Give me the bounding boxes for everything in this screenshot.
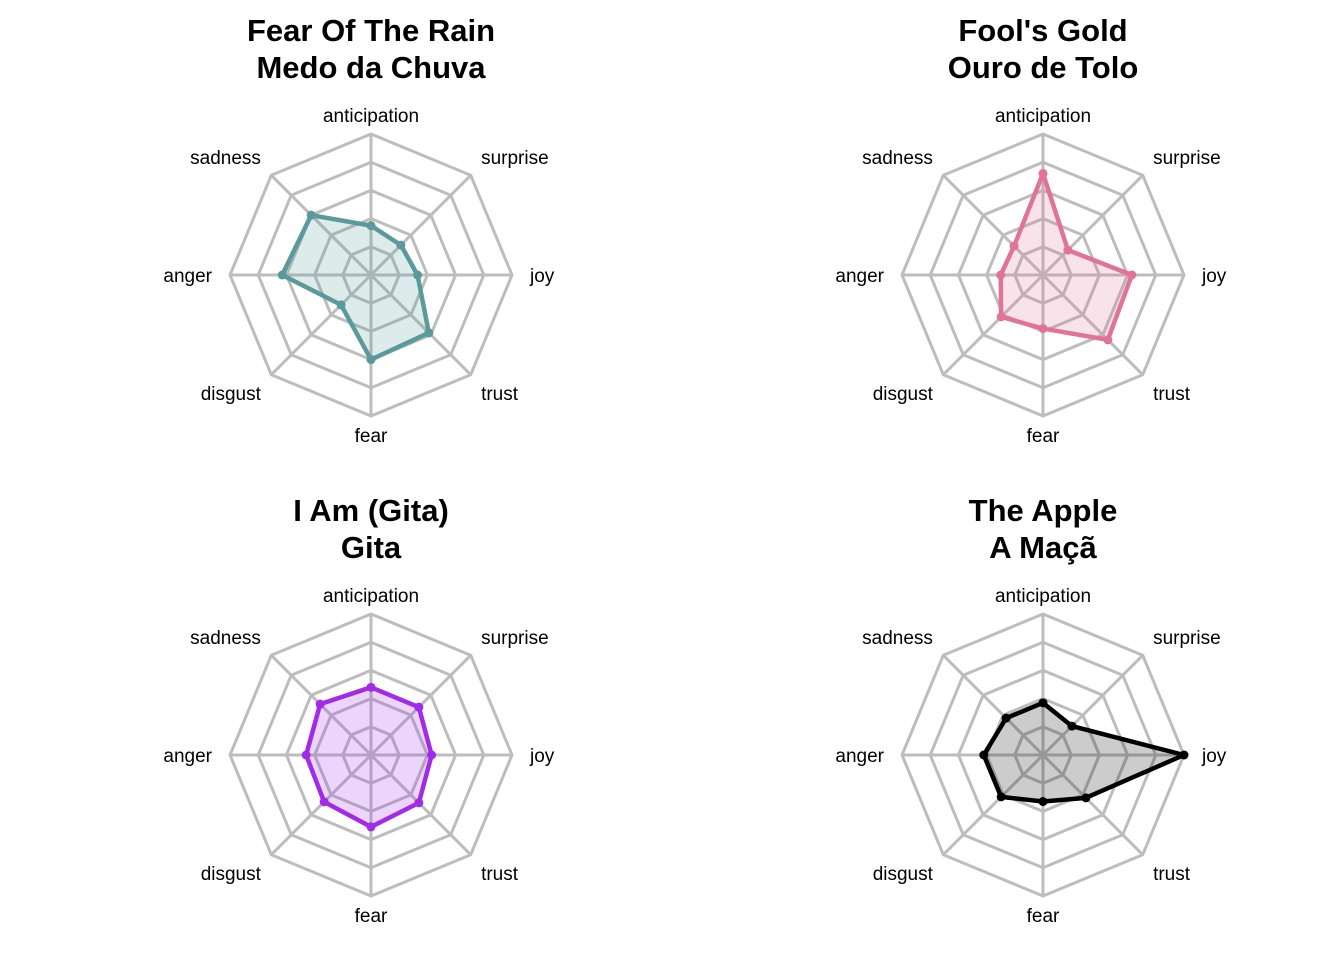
chart-title-line1: Fool's Gold (958, 13, 1127, 48)
data-point-disgust (319, 797, 329, 807)
grid-spoke-surprise (1041, 174, 1144, 277)
axis-label-fear: fear (355, 906, 388, 927)
data-point-surprise (414, 702, 424, 712)
data-point-anticipation (366, 682, 376, 692)
data-point-surprise (1063, 245, 1073, 255)
axis-label-surprise: surprise (1153, 628, 1221, 649)
chart-title-line2: Gita (341, 530, 402, 565)
data-point-joy (413, 270, 423, 280)
data-point-fear (1038, 324, 1048, 334)
chart-title-line1: I Am (Gita) (293, 493, 449, 528)
axis-label-fear: fear (1027, 426, 1060, 447)
data-point-fear (366, 822, 376, 832)
data-point-anticipation (366, 221, 376, 231)
data-point-anticipation (1038, 698, 1048, 708)
data-point-sadness (306, 210, 316, 220)
data-point-surprise (1067, 721, 1077, 731)
axis-label-surprise: surprise (481, 628, 549, 649)
chart-title-line2: Medo da Chuva (256, 50, 486, 85)
axis-label-disgust: disgust (873, 864, 934, 885)
data-point-joy (1179, 750, 1189, 760)
chart-title-line1: Fear Of The Rain (247, 13, 495, 48)
axis-label-trust: trust (481, 384, 519, 405)
axis-label-joy: joy (1201, 266, 1227, 287)
data-point-anger (301, 750, 311, 760)
axis-label-joy: joy (1201, 746, 1227, 767)
data-point-anger (979, 750, 989, 760)
axis-label-trust: trust (481, 864, 519, 885)
data-point-anger (996, 270, 1006, 280)
grid-spoke-surprise (369, 174, 472, 277)
chart-title-line1: The Apple (969, 493, 1118, 528)
axis-label-anger: anger (163, 746, 212, 767)
grid-spoke-disgust (270, 273, 373, 376)
axis-label-trust: trust (1153, 384, 1191, 405)
axis-label-anticipation: anticipation (995, 586, 1091, 607)
grid-spoke-sadness (942, 174, 1045, 277)
radar-panel-3: I Am (Gita)Gita anticipation surprise joy tr… (163, 493, 554, 927)
axis-label-fear: fear (355, 426, 388, 447)
data-point-trust (1081, 793, 1091, 803)
data-point-disgust (336, 300, 346, 310)
axis-label-disgust: disgust (201, 864, 262, 885)
data-point-anger (277, 270, 287, 280)
axis-label-anticipation: anticipation (323, 586, 419, 607)
axis-label-surprise: surprise (1153, 148, 1221, 169)
axis-label-anger: anger (835, 266, 884, 287)
axis-label-anticipation: anticipation (995, 106, 1091, 127)
data-point-surprise (396, 240, 406, 250)
series-polygon (279, 212, 432, 362)
axis-label-joy: joy (529, 266, 555, 287)
chart-title-line2: A Maçã (989, 530, 1097, 565)
data-point-sadness (1001, 713, 1011, 723)
data-point-anticipation (1038, 168, 1048, 178)
grid-spoke-trust (369, 273, 472, 376)
axis-label-sadness: sadness (190, 628, 261, 649)
grid-spoke-trust (1041, 273, 1144, 376)
data-point-fear (366, 355, 376, 365)
data-point-trust (414, 798, 424, 808)
chart-title-line2: Ouro de Tolo (948, 50, 1139, 85)
axis-label-sadness: sadness (862, 148, 933, 169)
data-point-joy (1127, 270, 1137, 280)
axis-label-anticipation: anticipation (323, 106, 419, 127)
data-point-sadness (315, 699, 325, 709)
data-point-disgust (996, 792, 1006, 802)
data-point-disgust (996, 312, 1006, 322)
axis-label-disgust: disgust (873, 384, 934, 405)
data-point-fear (1038, 797, 1048, 807)
axis-label-anger: anger (835, 746, 884, 767)
data-point-trust (424, 328, 434, 338)
axis-label-sadness: sadness (862, 628, 933, 649)
axis-label-fear: fear (1027, 906, 1060, 927)
data-point-trust (1103, 335, 1113, 345)
grid-spoke-sadness (942, 654, 1045, 757)
data-point-joy (427, 750, 437, 760)
axis-label-sadness: sadness (190, 148, 261, 169)
axis-label-joy: joy (529, 746, 555, 767)
data-point-sadness (1009, 241, 1019, 251)
grid-spoke-disgust (942, 753, 1045, 856)
grid-spoke-surprise (1041, 654, 1144, 757)
grid-spoke-trust (1041, 753, 1144, 856)
axis-label-disgust: disgust (201, 384, 262, 405)
grid-spoke-disgust (942, 273, 1045, 376)
axis-label-anger: anger (163, 266, 212, 287)
axis-label-surprise: surprise (481, 148, 549, 169)
axis-label-trust: trust (1153, 864, 1191, 885)
grid-spoke-sadness (270, 174, 373, 277)
